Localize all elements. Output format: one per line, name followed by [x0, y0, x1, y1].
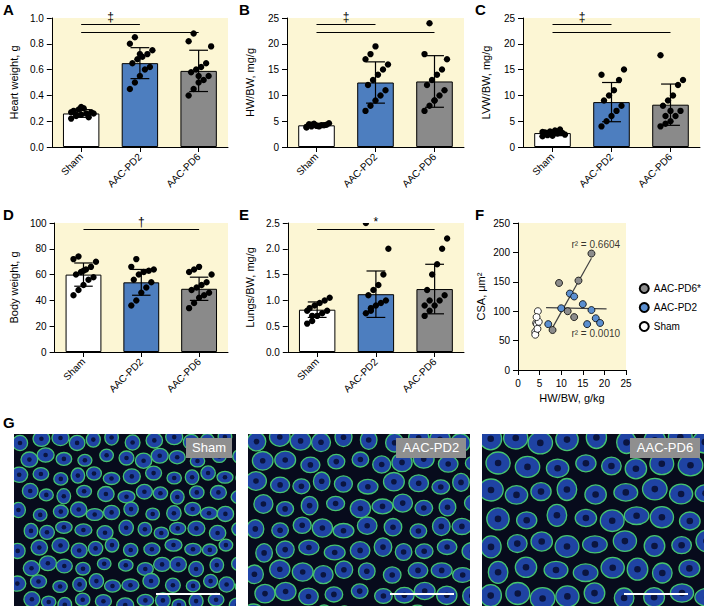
svg-text:*: *	[374, 215, 379, 229]
svg-text:r² = 0.0010: r² = 0.0010	[571, 328, 620, 339]
svg-text:25: 25	[620, 378, 632, 389]
svg-text:r² = 0.6604: r² = 0.6604	[571, 239, 620, 250]
svg-text:HW/BW, mg/g: HW/BW, mg/g	[244, 48, 256, 117]
svg-text:AAC-PD2: AAC-PD2	[577, 151, 616, 190]
svg-text:0.8: 0.8	[30, 38, 44, 49]
svg-text:0.0: 0.0	[266, 347, 280, 358]
html-text:A: A	[3, 1, 14, 18]
svg-text:0: 0	[509, 142, 515, 153]
html-text:G: G	[3, 414, 15, 431]
svg-text:Sham: Sham	[61, 356, 87, 382]
svg-text:AAC-PD6: AAC-PD6	[637, 440, 693, 455]
svg-text:10: 10	[504, 90, 516, 101]
html-text:C: C	[475, 1, 486, 18]
svg-text:Sham: Sham	[530, 151, 556, 177]
svg-text:Sham: Sham	[59, 151, 85, 177]
svg-text:100: 100	[30, 218, 47, 229]
svg-text:2.0: 2.0	[266, 243, 280, 254]
svg-text:1.5: 1.5	[266, 269, 280, 280]
svg-text:15: 15	[268, 64, 280, 75]
svg-text:Body weight, g: Body weight, g	[8, 251, 20, 323]
svg-text:1.0: 1.0	[30, 13, 44, 24]
svg-text:60: 60	[35, 269, 47, 280]
svg-text:5: 5	[509, 116, 515, 127]
svg-text:AAC-PD6: AAC-PD6	[636, 151, 675, 190]
svg-text:0.4: 0.4	[30, 90, 44, 101]
svg-text:20: 20	[504, 38, 516, 49]
svg-text:0: 0	[515, 378, 521, 389]
svg-text:AAC-PD2: AAC-PD2	[341, 356, 380, 395]
svg-text:2.5: 2.5	[266, 218, 280, 229]
svg-text:CSA, μm²: CSA, μm²	[475, 272, 487, 320]
svg-text:AAC-PD6: AAC-PD6	[400, 151, 439, 190]
svg-text:Heart weight, g: Heart weight, g	[8, 46, 20, 120]
svg-text:0.5: 0.5	[266, 321, 280, 332]
svg-text:20: 20	[268, 38, 280, 49]
html-text:D: D	[3, 206, 14, 223]
svg-text:250: 250	[493, 218, 510, 229]
svg-text:Sham: Sham	[295, 356, 321, 382]
svg-text:AAC-PD6: AAC-PD6	[164, 151, 203, 190]
svg-text:HW/BW, g/kg: HW/BW, g/kg	[539, 392, 604, 404]
svg-text:0.0: 0.0	[30, 142, 44, 153]
svg-text:40: 40	[35, 295, 47, 306]
svg-text:AAC-PD2: AAC-PD2	[107, 356, 146, 395]
svg-text:0: 0	[273, 142, 279, 153]
svg-text:25: 25	[268, 13, 280, 24]
svg-text:AAC-PD6: AAC-PD6	[165, 356, 204, 395]
svg-text:AAC-PD2: AAC-PD2	[341, 151, 380, 190]
svg-text:AAC-PD2: AAC-PD2	[403, 440, 459, 455]
svg-text:25: 25	[504, 13, 516, 24]
svg-text:80: 80	[35, 243, 47, 254]
svg-text:100: 100	[493, 306, 510, 317]
svg-text:0: 0	[504, 365, 510, 376]
svg-text:5: 5	[273, 116, 279, 127]
svg-text:AAC-PD2: AAC-PD2	[105, 151, 144, 190]
svg-text:Lungs/BW, mg/g: Lungs/BW, mg/g	[244, 247, 256, 328]
html-text:B: B	[239, 1, 250, 18]
svg-text:20: 20	[599, 378, 611, 389]
svg-text:Sham: Sham	[294, 151, 320, 177]
svg-text:AAC-PD6: AAC-PD6	[400, 356, 439, 395]
svg-text:Sham: Sham	[192, 440, 226, 455]
svg-text:0: 0	[41, 347, 47, 358]
svg-text:‡: ‡	[343, 10, 350, 24]
svg-text:0.6: 0.6	[30, 64, 44, 75]
svg-text:0.2: 0.2	[30, 116, 44, 127]
svg-text:150: 150	[493, 276, 510, 287]
svg-text:10: 10	[556, 378, 568, 389]
svg-text:AAC-PD6*: AAC-PD6*	[654, 283, 701, 294]
svg-text:50: 50	[499, 335, 511, 346]
html-text:E: E	[239, 206, 249, 223]
svg-text:Sham: Sham	[654, 321, 680, 332]
svg-text:20: 20	[35, 321, 47, 332]
svg-text:200: 200	[493, 247, 510, 258]
html-text:F: F	[475, 206, 485, 223]
svg-text:1.0: 1.0	[266, 295, 280, 306]
svg-text:AAC-PD2: AAC-PD2	[654, 302, 698, 313]
svg-text:†: †	[138, 215, 145, 229]
svg-text:LVW/BW, mg/g: LVW/BW, mg/g	[480, 46, 492, 120]
svg-text:15: 15	[504, 64, 516, 75]
svg-text:15: 15	[577, 378, 589, 389]
svg-text:‡: ‡	[579, 10, 586, 24]
svg-text:‡: ‡	[107, 10, 114, 24]
svg-text:10: 10	[268, 90, 280, 101]
svg-text:5: 5	[537, 378, 543, 389]
